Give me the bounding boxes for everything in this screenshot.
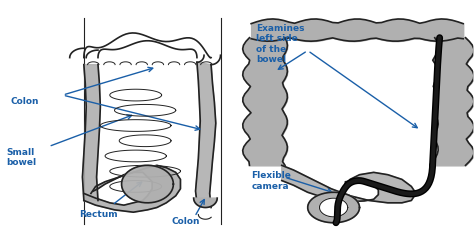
Polygon shape <box>319 198 348 217</box>
Polygon shape <box>82 65 100 201</box>
Text: Colon: Colon <box>171 217 200 226</box>
Polygon shape <box>282 165 416 203</box>
Text: Rectum: Rectum <box>79 210 118 219</box>
Polygon shape <box>308 192 359 223</box>
Text: Colon: Colon <box>11 97 39 106</box>
Text: Small
bowel: Small bowel <box>6 148 36 167</box>
Polygon shape <box>84 165 181 212</box>
Polygon shape <box>196 62 216 208</box>
Polygon shape <box>194 198 217 208</box>
Text: Flexible
camera: Flexible camera <box>251 171 291 191</box>
Polygon shape <box>122 165 173 203</box>
Text: Examines
left side
of the
bowel: Examines left side of the bowel <box>256 24 304 64</box>
